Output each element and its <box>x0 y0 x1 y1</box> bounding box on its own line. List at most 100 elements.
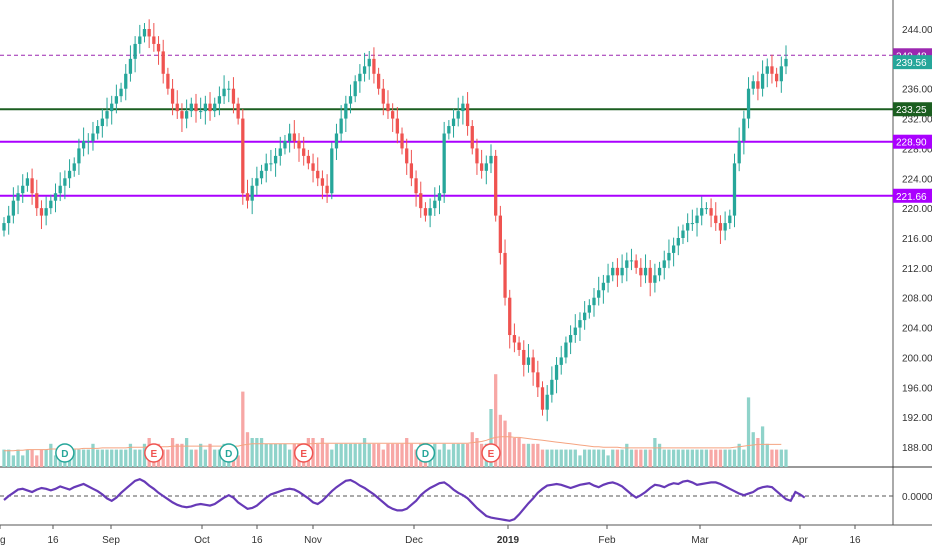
candle[interactable] <box>718 215 723 244</box>
candle[interactable] <box>67 159 72 188</box>
candle[interactable] <box>11 187 16 224</box>
candle[interactable] <box>714 202 718 231</box>
candle[interactable] <box>81 127 86 157</box>
candle[interactable] <box>760 60 765 97</box>
candle[interactable] <box>700 196 704 226</box>
candle[interactable] <box>597 276 601 306</box>
candle[interactable] <box>746 77 751 129</box>
candle[interactable] <box>16 185 20 215</box>
candle[interactable] <box>442 121 446 203</box>
candle[interactable] <box>662 250 666 280</box>
candle[interactable] <box>489 144 493 174</box>
candle[interactable] <box>643 254 648 284</box>
candle[interactable] <box>451 108 456 138</box>
candle[interactable] <box>779 56 783 93</box>
candle[interactable] <box>30 168 34 205</box>
candle[interactable] <box>49 194 53 215</box>
candle[interactable] <box>409 149 414 187</box>
candle[interactable] <box>765 58 769 88</box>
candle[interactable] <box>72 157 76 177</box>
candle[interactable] <box>428 198 432 228</box>
candle[interactable] <box>671 237 676 267</box>
candle[interactable] <box>704 202 709 215</box>
candle[interactable] <box>400 127 404 155</box>
candle[interactable] <box>498 205 502 265</box>
candle[interactable] <box>306 149 311 170</box>
candle[interactable] <box>475 138 479 175</box>
candle[interactable] <box>96 120 100 140</box>
candle[interactable] <box>124 64 128 101</box>
candle[interactable] <box>629 248 634 271</box>
candle[interactable] <box>625 252 629 282</box>
candle[interactable] <box>142 23 147 43</box>
candle[interactable] <box>114 84 119 114</box>
candle[interactable] <box>91 121 95 151</box>
candle[interactable] <box>152 23 156 52</box>
candle[interactable] <box>601 274 606 304</box>
candle[interactable] <box>376 67 381 95</box>
candle[interactable] <box>433 187 437 216</box>
candle[interactable] <box>119 82 123 103</box>
candle[interactable] <box>395 107 399 144</box>
candle[interactable] <box>414 170 418 207</box>
candle[interactable] <box>25 172 30 192</box>
candle[interactable] <box>686 213 690 243</box>
candle[interactable] <box>508 289 512 349</box>
candle[interactable] <box>774 67 779 88</box>
candle[interactable] <box>269 149 273 172</box>
candle[interactable] <box>288 123 292 153</box>
candle[interactable] <box>545 385 549 422</box>
candle[interactable] <box>259 164 264 185</box>
candle[interactable] <box>353 75 357 103</box>
candle[interactable] <box>21 174 25 203</box>
candle[interactable] <box>367 51 371 80</box>
candle[interactable] <box>166 67 170 95</box>
candle[interactable] <box>311 153 315 183</box>
candle[interactable] <box>620 254 624 284</box>
candle[interactable] <box>657 261 662 282</box>
price-axis[interactable]: 244.00240.00236.00232.00228.00224.00220.… <box>902 25 932 454</box>
time-axis[interactable]: ug 16 Sep Oct 16 Nov Dec 2019 Feb Mar Apr 16 <box>0 525 861 546</box>
earnings-marker[interactable]: E <box>144 443 164 463</box>
candle[interactable] <box>583 301 587 330</box>
candle[interactable] <box>128 45 133 82</box>
candle[interactable] <box>568 325 573 355</box>
candle[interactable] <box>723 211 727 241</box>
candle[interactable] <box>559 345 563 375</box>
candle[interactable] <box>203 95 207 125</box>
candle[interactable] <box>465 92 470 136</box>
candle[interactable] <box>344 95 348 133</box>
candle[interactable] <box>756 71 760 101</box>
candle[interactable] <box>264 153 268 183</box>
candle[interactable] <box>494 149 498 222</box>
candle[interactable] <box>63 170 67 200</box>
candle[interactable] <box>437 185 442 215</box>
candle[interactable] <box>456 97 460 127</box>
candle[interactable] <box>550 366 554 403</box>
candle[interactable] <box>2 217 6 237</box>
candle[interactable] <box>419 181 423 218</box>
candle[interactable] <box>667 239 671 269</box>
candle[interactable] <box>138 24 142 54</box>
candle[interactable] <box>784 45 788 75</box>
earnings-marker[interactable]: E <box>481 443 501 463</box>
candle[interactable] <box>334 123 339 160</box>
candle[interactable] <box>161 39 165 84</box>
candle[interactable] <box>245 179 250 209</box>
candle[interactable] <box>302 136 306 166</box>
candle[interactable] <box>461 95 465 125</box>
candle[interactable] <box>320 170 325 200</box>
candle[interactable] <box>578 312 582 342</box>
candle[interactable] <box>199 97 203 119</box>
candle[interactable] <box>728 209 732 230</box>
candle[interactable] <box>348 84 353 114</box>
candle[interactable] <box>217 86 222 116</box>
candle[interactable] <box>405 138 409 175</box>
candle[interactable] <box>180 103 184 133</box>
candle[interactable] <box>592 288 596 317</box>
candle[interactable] <box>690 209 694 231</box>
candle[interactable] <box>770 54 774 84</box>
candle[interactable] <box>517 336 521 356</box>
candle[interactable] <box>648 260 652 297</box>
